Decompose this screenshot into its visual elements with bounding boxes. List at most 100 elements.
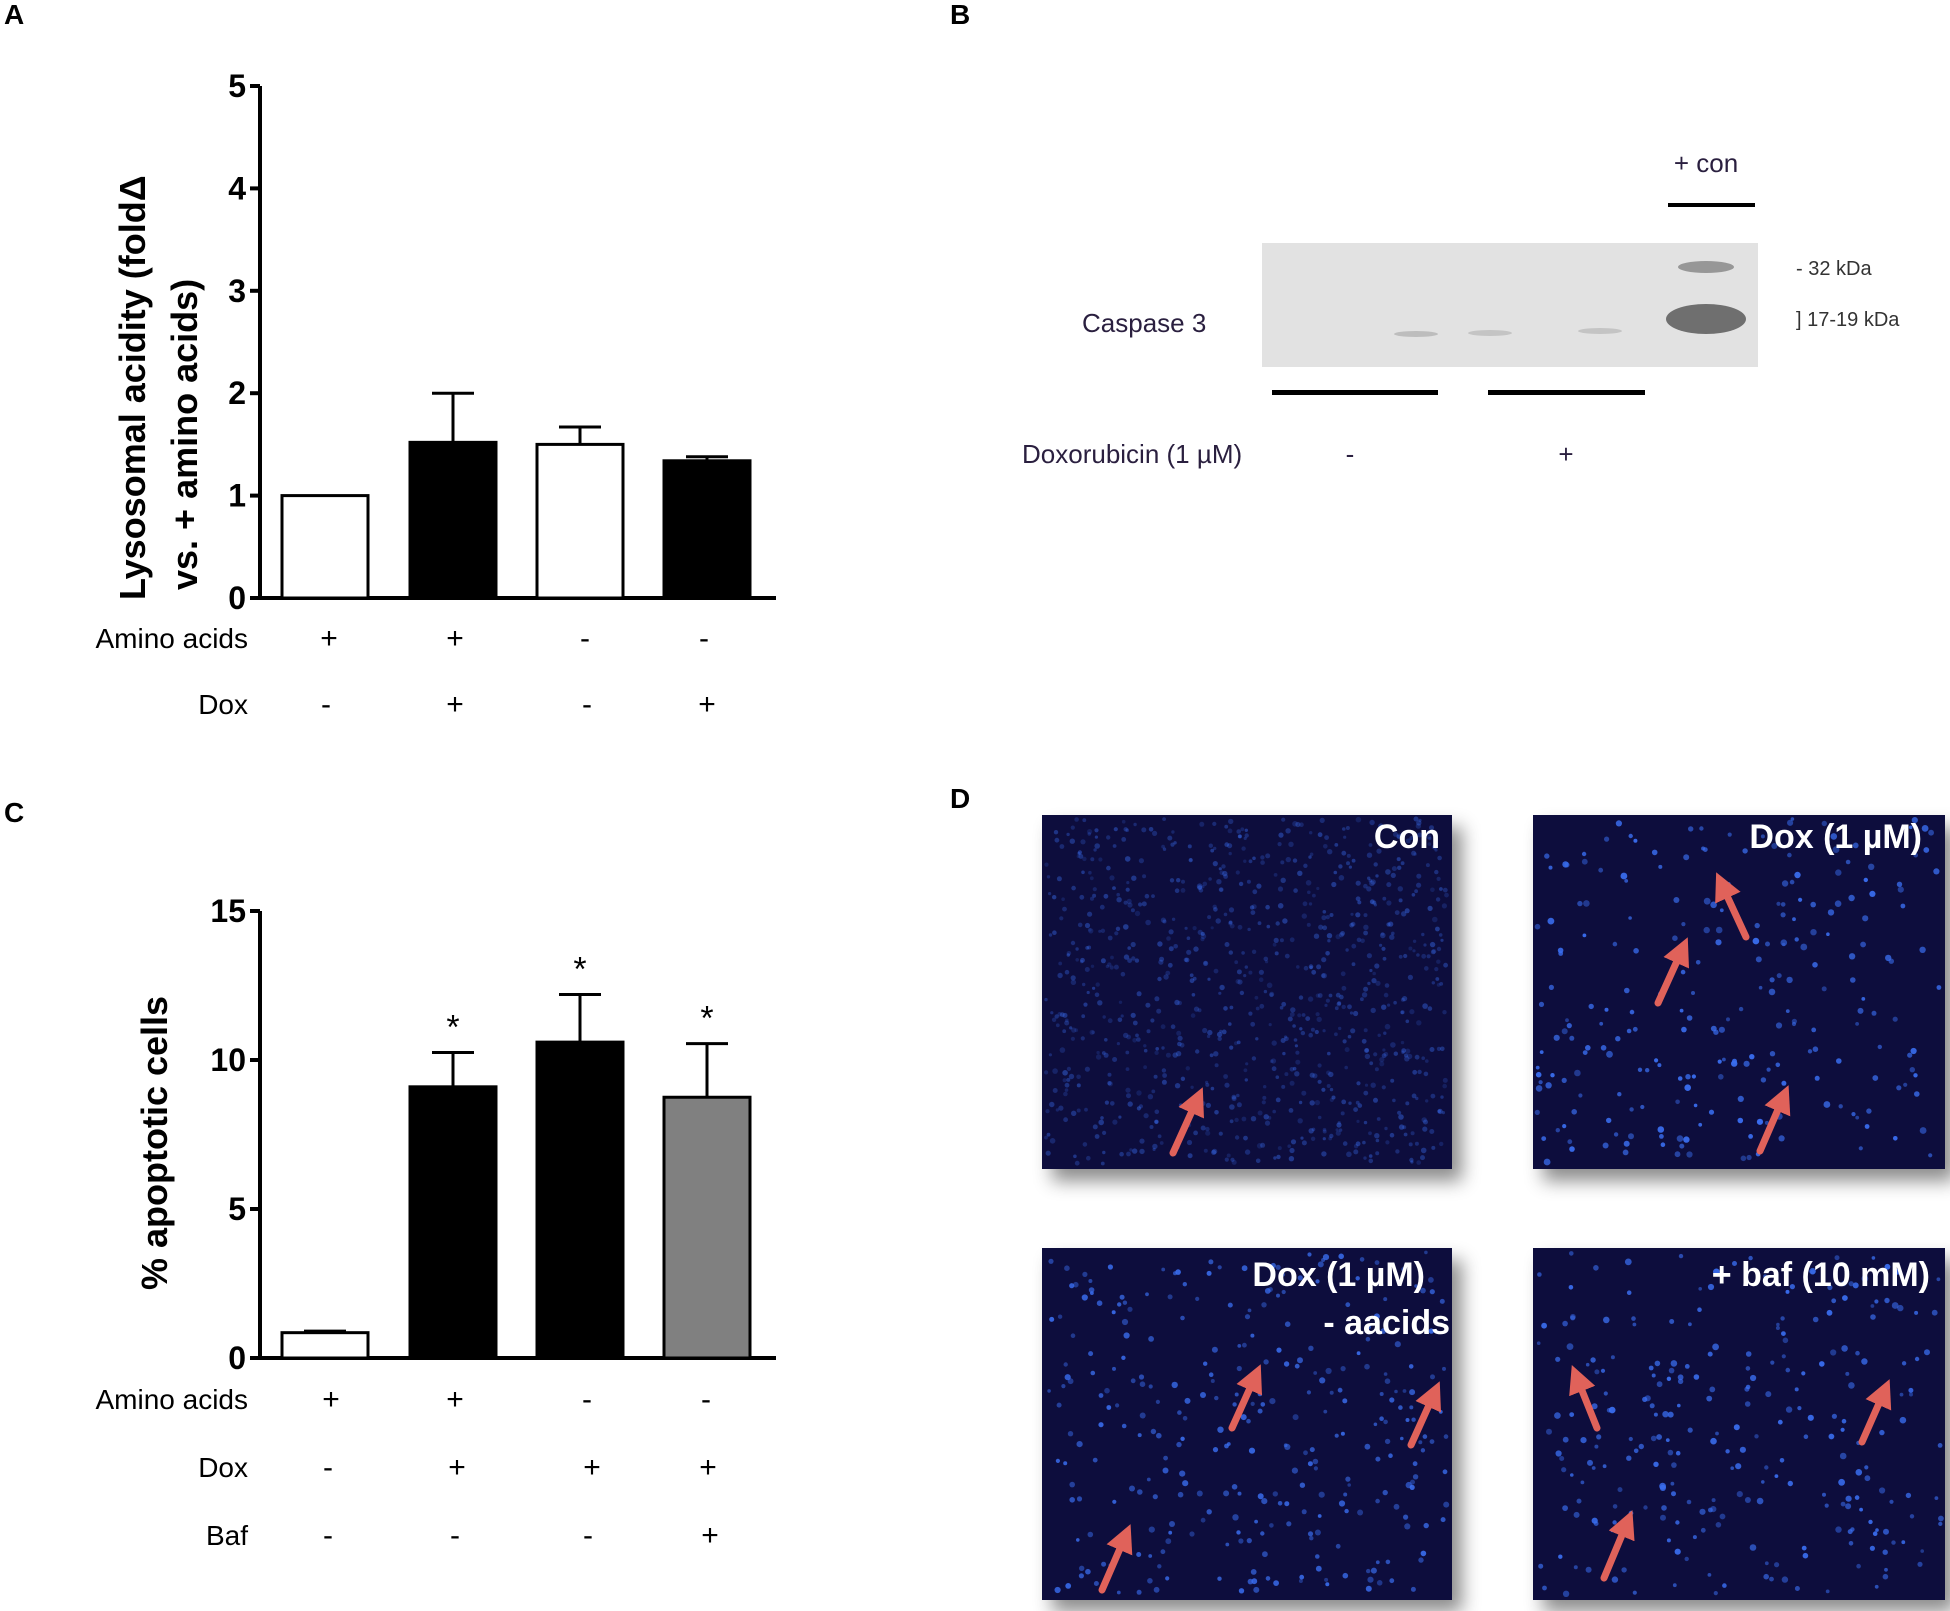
nucleus-dot bbox=[1430, 949, 1436, 955]
nucleus-dot bbox=[1308, 1128, 1314, 1134]
nucleus-dot bbox=[1329, 1097, 1334, 1102]
chart-c-significance-star: * bbox=[446, 1009, 459, 1047]
nucleus-dot bbox=[1429, 1439, 1435, 1444]
nucleus-dot bbox=[1400, 1010, 1404, 1015]
nucleus-dot bbox=[1442, 1469, 1448, 1475]
nucleus-dot bbox=[1396, 833, 1402, 839]
nucleus-dot bbox=[1408, 946, 1413, 951]
nucleus-dot bbox=[1824, 1503, 1829, 1508]
nucleus-dot bbox=[1256, 1143, 1263, 1149]
nucleus-dot bbox=[1355, 1100, 1360, 1105]
nucleus-dot bbox=[1344, 1065, 1348, 1070]
nucleus-dot bbox=[1715, 1431, 1719, 1436]
nucleus-dot bbox=[1069, 1497, 1075, 1503]
nucleus-dot bbox=[1193, 1006, 1200, 1012]
nucleus-dot bbox=[1675, 1520, 1680, 1525]
micrograph-arrows bbox=[1098, 872, 1892, 1594]
nucleus-dot bbox=[1160, 1024, 1166, 1030]
nucleus-dot bbox=[1633, 1448, 1639, 1454]
nucleus-dot bbox=[1092, 1457, 1098, 1463]
nucleus-dot bbox=[1309, 1072, 1315, 1078]
nucleus-dot bbox=[1429, 825, 1434, 831]
nucleus-dot bbox=[1861, 1358, 1868, 1365]
nucleus-dot bbox=[1670, 1481, 1675, 1486]
nucleus-dot bbox=[1674, 1548, 1681, 1555]
nucleus-dot bbox=[1257, 921, 1262, 926]
nucleus-dot bbox=[1748, 1134, 1753, 1139]
chart-a-ytick-label: 5 bbox=[228, 68, 246, 104]
nucleus-dot bbox=[1129, 1485, 1135, 1492]
nucleus-dot bbox=[1133, 822, 1137, 827]
nucleus-dot bbox=[1123, 900, 1128, 905]
nucleus-dot bbox=[1322, 1029, 1326, 1033]
nucleus-dot bbox=[1367, 876, 1371, 880]
nucleus-dot bbox=[1693, 1374, 1700, 1380]
nucleus-dot bbox=[1370, 899, 1376, 905]
nucleus-dot bbox=[1393, 1051, 1399, 1056]
nucleus-dot bbox=[1855, 1115, 1860, 1120]
nucleus-dot bbox=[1860, 941, 1866, 948]
nucleus-dot bbox=[1787, 819, 1794, 826]
nucleus-dot bbox=[1312, 893, 1316, 898]
nucleus-dot bbox=[1343, 835, 1347, 839]
nucleus-dot bbox=[1228, 907, 1235, 913]
nucleus-dot bbox=[1241, 1116, 1247, 1122]
nucleus-dot bbox=[1134, 910, 1141, 917]
nucleus-dot bbox=[1350, 1028, 1356, 1034]
nucleus-dot bbox=[1364, 1443, 1371, 1450]
nucleus-dot bbox=[1203, 960, 1209, 967]
nucleus-dot bbox=[1142, 874, 1147, 879]
nucleus-dot bbox=[1356, 937, 1362, 943]
nucleus-dot bbox=[1431, 981, 1436, 985]
nucleus-dot bbox=[1191, 993, 1196, 997]
nucleus-dot bbox=[1562, 1590, 1570, 1598]
nucleus-dot bbox=[1275, 1097, 1281, 1103]
nucleus-dot bbox=[1380, 932, 1385, 936]
nucleus-dot bbox=[1776, 901, 1781, 906]
nucleus-dot bbox=[1835, 869, 1842, 876]
nucleus-dot bbox=[1176, 1441, 1182, 1448]
nucleus-dot bbox=[1845, 1371, 1850, 1376]
nucleus-dot bbox=[1398, 1114, 1404, 1120]
nucleus-dot bbox=[1100, 1161, 1105, 1166]
nucleus-dot bbox=[1769, 977, 1775, 983]
nucleus-dot bbox=[1117, 1302, 1122, 1307]
positive-control-label: + con bbox=[1674, 148, 1738, 178]
nucleus-dot bbox=[1379, 1061, 1385, 1067]
nucleus-dot bbox=[1675, 1450, 1681, 1456]
nucleus-dot bbox=[1202, 1027, 1208, 1034]
nucleus-dot bbox=[1554, 1412, 1561, 1419]
nucleus-dot bbox=[1852, 1282, 1859, 1289]
nucleus-dot bbox=[1139, 1148, 1145, 1155]
nucleus-dot bbox=[1427, 905, 1433, 912]
nucleus-dot bbox=[1770, 1360, 1775, 1365]
nucleus-dot bbox=[1536, 1341, 1541, 1345]
nucleus-dot bbox=[1914, 1310, 1919, 1315]
nucleus-dot bbox=[1383, 1051, 1389, 1057]
nucleus-dot bbox=[1632, 1590, 1637, 1595]
nucleus-dot bbox=[1329, 913, 1334, 917]
nucleus-dot bbox=[1076, 854, 1081, 859]
nucleus-dot bbox=[1740, 1155, 1747, 1162]
nucleus-dot bbox=[1401, 1267, 1406, 1272]
nucleus-dot bbox=[1781, 942, 1786, 947]
nucleus-dot bbox=[1752, 937, 1760, 945]
nucleus-dot bbox=[1270, 1262, 1276, 1269]
nucleus-dot bbox=[1765, 941, 1770, 947]
nucleus-dot bbox=[1145, 1002, 1151, 1008]
nucleus-dot bbox=[1257, 1493, 1264, 1500]
nucleus-dot bbox=[1409, 1009, 1415, 1015]
nucleus-dot bbox=[1324, 1577, 1329, 1582]
nucleus-dot bbox=[1745, 1366, 1751, 1371]
nucleus-dot bbox=[1094, 992, 1100, 998]
nucleus-dot bbox=[1323, 1409, 1328, 1414]
nucleus-dot bbox=[1269, 991, 1275, 997]
nucleus-dot bbox=[1364, 1048, 1370, 1053]
chart-c-significance-star: * bbox=[700, 1000, 713, 1038]
nucleus-dot bbox=[1244, 1314, 1251, 1320]
nucleus-dot bbox=[1366, 1568, 1371, 1574]
nucleus-dot bbox=[1423, 1522, 1429, 1529]
nucleus-dot bbox=[1306, 1390, 1311, 1395]
nucleus-dot bbox=[1838, 1478, 1845, 1486]
nucleus-dot bbox=[1938, 1515, 1944, 1522]
